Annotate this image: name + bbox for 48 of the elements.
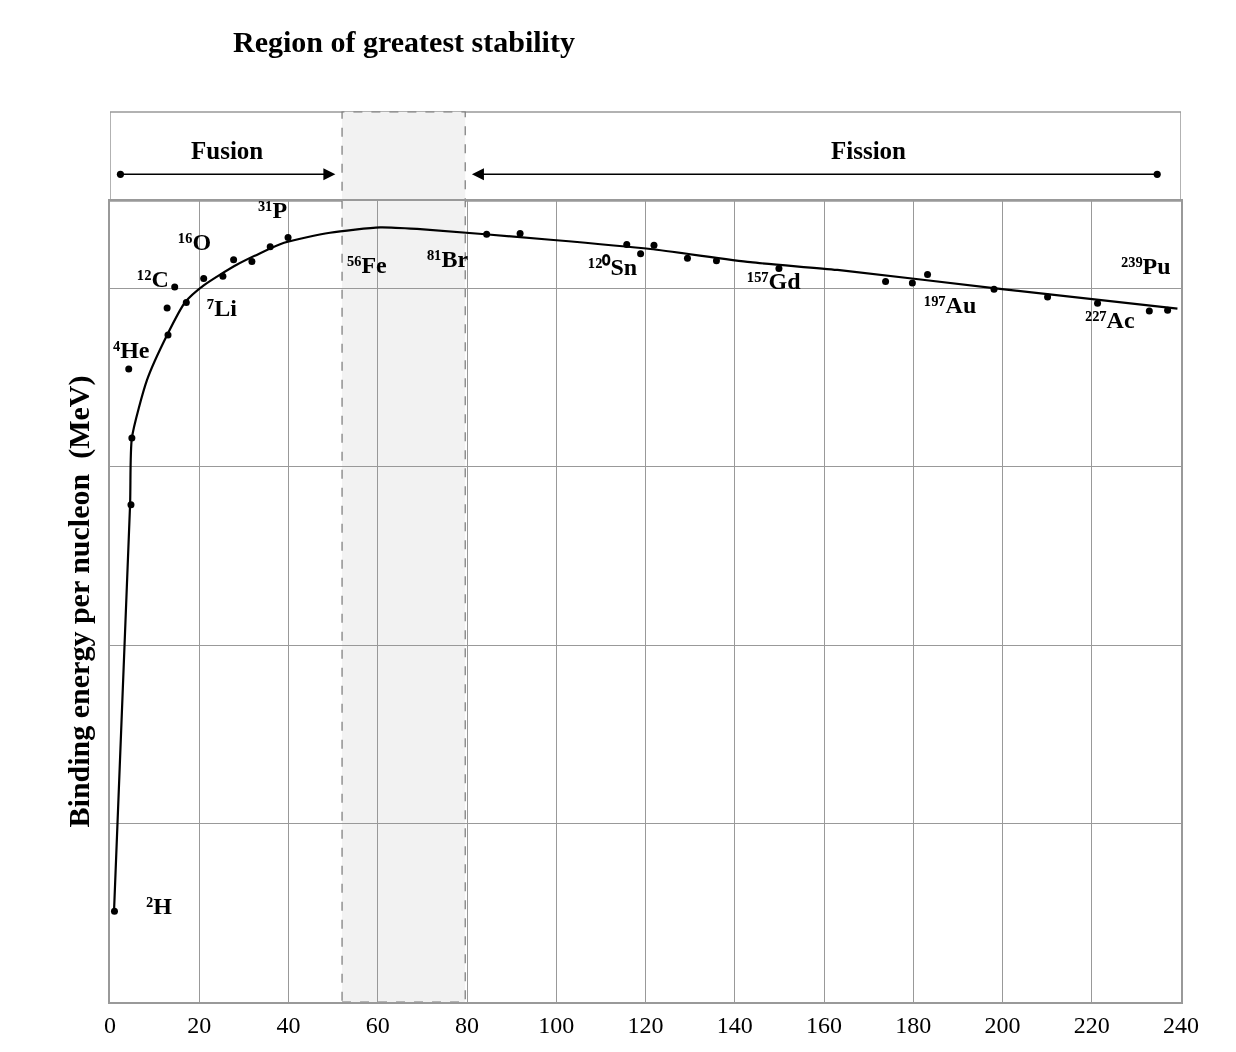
point [683, 254, 691, 262]
x-tick-label: 100 [538, 1011, 575, 1038]
point [908, 279, 916, 287]
point [200, 274, 208, 282]
annotation: ⁸¹Br [427, 246, 469, 272]
point [516, 230, 524, 238]
point [882, 278, 890, 286]
annotation: ²²⁷Ac [1085, 307, 1135, 333]
y-axis-title: Binding energy per nucleon (MeV) [61, 375, 96, 828]
annotation: ⁵⁶Fe [347, 252, 388, 278]
x-tick-label: 140 [716, 1011, 753, 1038]
annotation: ²H [146, 893, 173, 919]
annotation: ⁷Li [207, 295, 238, 321]
point [1145, 307, 1153, 315]
point [1094, 299, 1102, 307]
point [284, 233, 292, 241]
x-tick-label: 0 [104, 1011, 116, 1038]
point [637, 250, 645, 258]
point [171, 283, 179, 291]
point [125, 365, 133, 373]
x-tick-label: 160 [806, 1011, 842, 1038]
x-tick-label: 180 [895, 1011, 932, 1038]
annotation: ¹⁶O [178, 229, 212, 255]
annotation: ³¹P [258, 197, 288, 223]
point [650, 241, 658, 249]
band-label: Region of greatest stability [233, 25, 575, 58]
point [110, 907, 118, 915]
point [163, 304, 171, 312]
x-tick-label: 20 [187, 1011, 212, 1038]
text: Fission [831, 137, 907, 164]
annotation: ⁴He [113, 337, 150, 363]
annotation: ¹²C [137, 266, 169, 292]
point [775, 264, 783, 272]
x-tick-label: 200 [984, 1011, 1021, 1038]
x-tick-label: 120 [627, 1011, 664, 1038]
point [230, 256, 238, 264]
point [248, 257, 256, 265]
x-tick-label: 40 [276, 1011, 301, 1038]
x-tick-label: 240 [1163, 1011, 1199, 1038]
x-tick-label: 220 [1073, 1011, 1110, 1038]
annotation: ¹⁵⁷Gd [747, 268, 802, 294]
x-tick-label: 80 [455, 1011, 479, 1038]
point [924, 271, 932, 279]
annotation: ²³⁹Pu [1121, 253, 1171, 279]
annotation: ¹⁹⁷Au [924, 292, 977, 318]
annotation: ¹²⁰Sn [588, 254, 638, 280]
x-tick-label: 60 [365, 1011, 390, 1038]
text: Fusion [191, 137, 264, 164]
